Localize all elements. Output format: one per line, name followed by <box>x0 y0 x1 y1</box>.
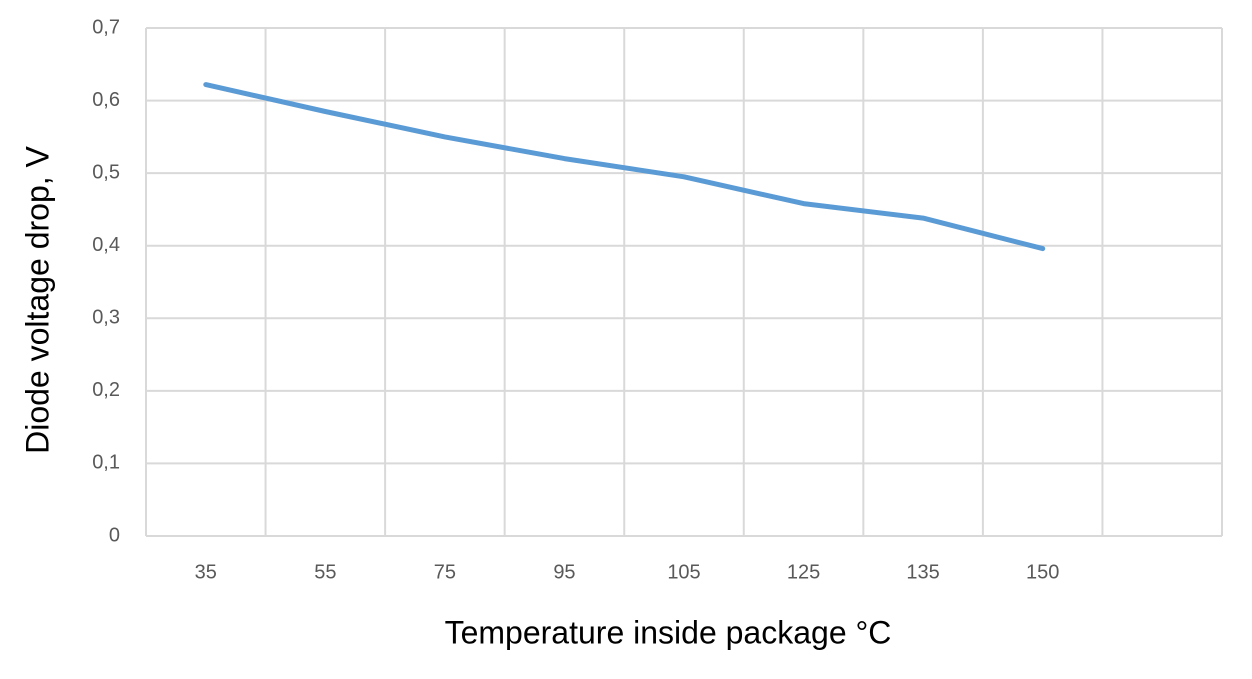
y-tick-label: 0,3 <box>92 307 120 329</box>
x-tick-label: 150 <box>1026 561 1059 583</box>
x-tick-label: 35 <box>195 561 217 583</box>
x-axis-title: Temperature inside package °C <box>445 614 892 650</box>
y-tick-label: 0,2 <box>92 379 120 401</box>
x-tick-label: 95 <box>553 561 575 583</box>
y-tick-label: 0,4 <box>92 234 120 256</box>
x-tick-label: 55 <box>314 561 336 583</box>
x-tick-label: 105 <box>667 561 700 583</box>
x-tick-label: 135 <box>906 561 939 583</box>
y-tick-label: 0 <box>109 524 120 546</box>
y-tick-label: 0,1 <box>92 452 120 474</box>
y-tick-label: 0,5 <box>92 161 120 183</box>
y-tick-label: 0,7 <box>92 16 120 38</box>
y-tick-label: 0,6 <box>92 89 120 111</box>
data-line <box>203 82 1046 252</box>
x-tick-label: 75 <box>434 561 456 583</box>
y-axis-title: Diode voltage drop, V <box>19 145 55 453</box>
x-tick-label: 125 <box>787 561 820 583</box>
